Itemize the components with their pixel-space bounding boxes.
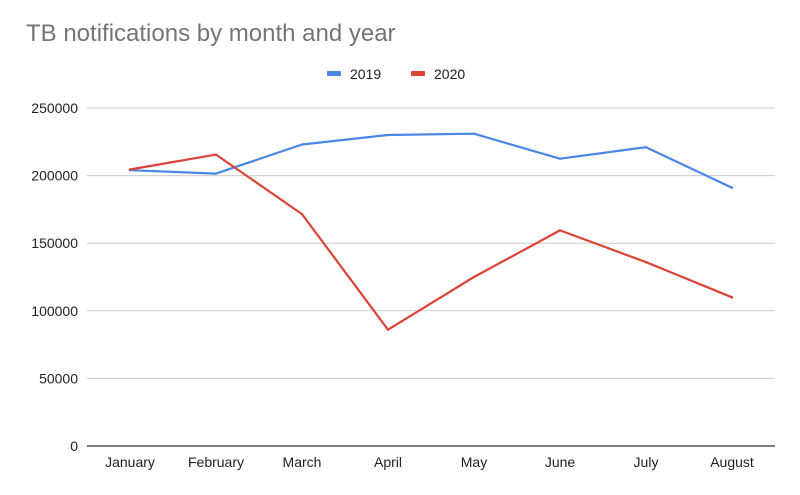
x-tick-label: January	[105, 454, 155, 470]
x-tick-label: August	[710, 454, 754, 470]
data-point-2020	[386, 328, 390, 331]
grid-lines	[87, 107, 775, 447]
data-point-2019	[644, 146, 648, 149]
data-point-2020	[214, 153, 218, 156]
legend-label-2019: 2019	[350, 66, 381, 82]
series-line-2020	[128, 153, 734, 331]
data-point-2019	[214, 172, 218, 175]
data-point-2019	[558, 157, 562, 160]
legend-swatch-2019	[327, 71, 341, 76]
chart-title: TB notifications by month and year	[26, 20, 396, 47]
x-axis-ticks: January February March April May June July Augu…	[105, 454, 754, 470]
x-tick-label: July	[634, 454, 659, 470]
data-point-2019	[386, 133, 390, 137]
data-point-2020	[300, 212, 304, 216]
y-tick-label: 250000	[31, 100, 78, 116]
data-point-2020	[472, 275, 476, 279]
data-point-2020	[558, 229, 562, 232]
y-tick-label: 200000	[31, 168, 78, 184]
x-tick-label: May	[461, 454, 487, 470]
legend: 2019 2020	[327, 66, 465, 82]
series-lines	[128, 132, 734, 331]
data-point-2019	[472, 132, 476, 135]
y-tick-label: 0	[70, 438, 78, 454]
data-point-2020	[730, 296, 734, 299]
data-point-2019	[730, 186, 734, 189]
x-tick-label: March	[283, 454, 322, 470]
data-point-2020	[128, 168, 132, 171]
x-tick-label: June	[545, 454, 576, 470]
y-tick-label: 150000	[31, 235, 78, 251]
data-point-2020	[644, 260, 648, 264]
x-tick-label: February	[188, 454, 244, 470]
legend-label-2020: 2020	[434, 66, 465, 82]
y-axis-ticks: 0 50000 100000 150000 200000 250000	[31, 100, 78, 454]
x-tick-label: April	[374, 454, 402, 470]
y-tick-label: 100000	[31, 303, 78, 319]
series-line-2019	[128, 132, 734, 189]
legend-swatch-2020	[411, 71, 425, 76]
y-tick-label: 50000	[39, 370, 78, 386]
data-point-2019	[300, 143, 304, 146]
